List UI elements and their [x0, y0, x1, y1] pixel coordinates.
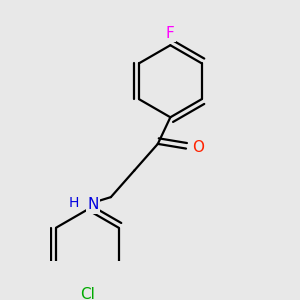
Text: H: H: [69, 196, 80, 210]
Text: N: N: [87, 197, 99, 212]
Text: Cl: Cl: [80, 287, 95, 300]
Text: O: O: [192, 140, 204, 155]
Text: F: F: [166, 26, 175, 41]
